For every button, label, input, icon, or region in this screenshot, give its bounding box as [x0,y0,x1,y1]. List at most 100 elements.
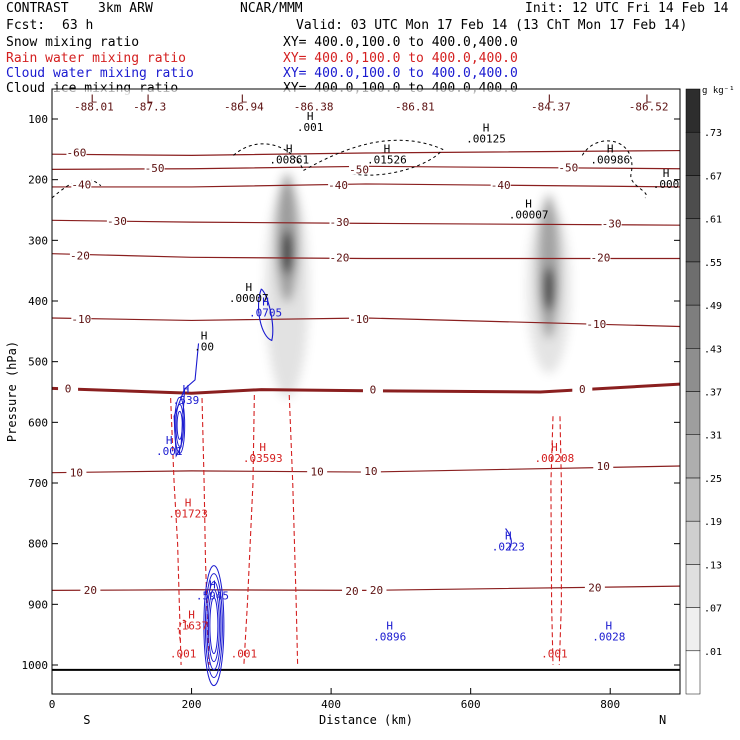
isotherm-label: -10 [349,313,369,326]
isotherm-label-bg [328,179,349,191]
isotherm-label-bg [349,313,370,325]
isotherm-label-bg [586,318,607,330]
isotherm-label: 10 [311,465,324,478]
header-project: CONTRAST [6,1,69,16]
colorbar-tick-label: .55 [704,258,722,269]
isotherm-label: -30 [330,216,350,229]
cloud-water-contour [209,597,219,655]
isotherm-label-bg [106,214,127,226]
isotherm-label: 10 [597,460,610,473]
colorbar-segment [685,607,701,652]
colorbar-tick-label: .07 [704,604,722,615]
high-marker-label: H [384,143,391,156]
isotherm-label-bg [66,466,87,478]
isotherm-20 [52,585,680,591]
high-marker-label: H [209,578,216,591]
isotherm--20 [52,253,680,260]
cloud-water-contour [207,589,220,663]
header-model: 3km ARW [98,1,153,16]
high-marker-label: H [286,143,293,156]
high-marker-value: .00861 [269,154,309,167]
field-cloud-water-xy: XY= 400.0,100.0 to 400.0,400.0 [283,66,518,81]
isotherm-label: 0 [65,382,72,395]
y-axis-title: Pressure (hPa) [5,341,19,442]
high-marker-label: H [259,441,266,454]
low-marker-label: L [645,93,652,106]
high-marker-label: H [663,167,670,180]
isotherm-label: 10 [70,467,83,480]
isotherm-label-bg [329,251,350,263]
colorbar-tick-label: .43 [704,344,722,355]
isotherm-label-bg [572,382,593,394]
isotherm-0 [52,382,680,395]
isotherm-label: -30 [107,215,127,228]
cloud-water-contour [173,343,200,458]
y-tick-label: 700 [28,477,48,490]
isotherm--10 [52,317,680,328]
cloud-water-contour [505,528,512,551]
cloud-water-contour [204,573,223,679]
colorbar-segment [685,348,701,392]
high-marker-label: H [525,197,532,210]
plot-frame [51,88,681,695]
isotherm-label-bg [58,382,79,394]
high-marker-value: .5945 [196,589,229,602]
low-marker-value: -86.52 [629,101,669,114]
y-tick-label: 600 [28,416,48,429]
isotherm-label-bg [329,216,350,228]
high-marker-label: H [188,609,195,622]
colorbar-segment [685,650,701,695]
high-marker-label: H [245,281,252,294]
high-marker-value: .00007 [509,208,549,221]
isotherm-label: -50 [145,162,165,175]
high-marker-value: .00208 [535,452,575,465]
x-tick-label: 200 [182,698,202,711]
high-marker-label: H [551,441,558,454]
y-tick-label: 900 [28,598,48,611]
rain-contour [201,398,210,666]
cloud-water-contour [175,403,184,447]
high-marker-value: .01526 [367,154,407,167]
field-rain-name: Rain water mixing ratio [6,51,187,66]
isotherm-label: 20 [345,585,358,598]
y-tick-label: 500 [28,356,48,369]
isotherm-label: 20 [370,584,383,597]
isotherm-label-bg [71,313,92,325]
isotherm-label: -40 [71,179,91,192]
y-tick-label: 800 [28,538,48,551]
isotherm-label: -60 [66,146,86,159]
y-tick-label: 1000 [22,659,49,672]
snow-column-mid [537,193,560,339]
isotherm-label: -30 [602,217,622,230]
colorbar-segment [685,218,701,263]
isotherm--50 [52,165,680,170]
field-rain-xy: XY= 400.0,100.0 to 400.0,400.0 [283,51,518,66]
isotherm-label: -50 [349,163,369,176]
y-tick-label: 300 [28,234,48,247]
cloud-water-contour [176,410,183,440]
high-marker-label: H [483,121,490,134]
isotherm-label-bg [584,581,605,593]
cloud-ice-contour [581,140,647,199]
high-marker-label: H [201,330,208,343]
low-marker-label: L [548,93,555,106]
field-snow-xy: XY= 400.0,100.0 to 400.0,400.0 [283,35,518,50]
isotherm-label-bg [593,460,614,472]
high-marker-value: .001 [170,648,197,661]
colorbar-tick-label: .31 [704,431,722,442]
high-marker-label: H [166,434,173,447]
isotherm-label-bg [66,146,87,158]
isotherm-label-bg [144,162,165,174]
rain-contour [550,416,554,666]
isotherm-label: -10 [71,313,91,326]
high-marker-value: .001 [156,445,183,458]
colorbar-tick-label: .73 [704,128,722,139]
high-marker-value: .0028 [592,631,625,644]
isotherm-label-bg [71,178,92,190]
low-marker-value: -86.94 [224,101,264,114]
isotherm-label-bg [490,179,511,191]
isotherm-label: 0 [579,383,586,396]
colorbar-segment [685,261,701,306]
header-center: NCAR/MMM [240,1,303,16]
x-tick-label: 800 [600,698,620,711]
